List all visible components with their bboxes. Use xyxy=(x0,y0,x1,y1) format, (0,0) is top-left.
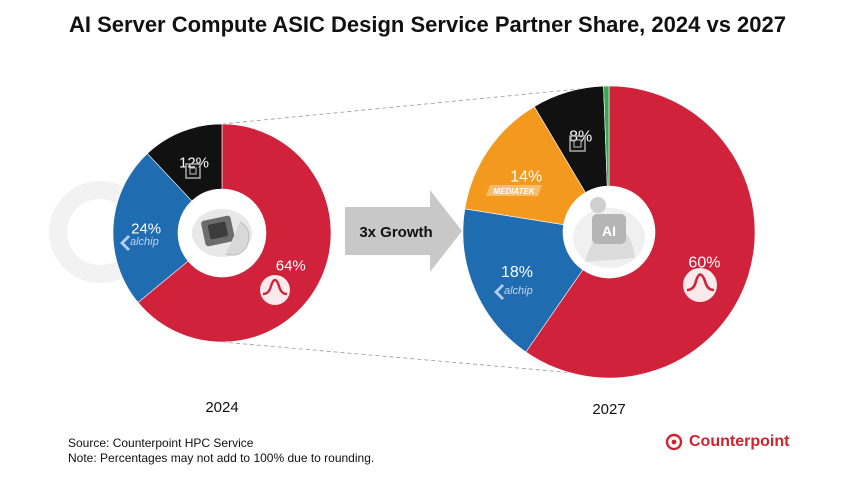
svg-text:alchip: alchip xyxy=(130,236,159,248)
mediatek-logo-icon: MEDIATEK xyxy=(486,185,542,196)
year-label-2024: 2024 xyxy=(205,399,239,416)
slice-label-2027-red-logo: 60% xyxy=(688,254,720,271)
footnote: Source: Counterpoint HPC Service Note: P… xyxy=(68,436,374,466)
broadcom-logo-icon-2024 xyxy=(260,275,290,305)
year-label-2027: 2027 xyxy=(592,401,626,418)
source-note: Source: Counterpoint HPC Service xyxy=(68,436,254,450)
alchip-logo-icon-2027: alchip xyxy=(494,284,533,300)
slice-label-2027-alchip: 18% xyxy=(501,264,533,281)
counterpoint-icon xyxy=(665,433,683,451)
zoom-guide-top xyxy=(221,85,610,125)
zoom-guide-bottom xyxy=(221,341,610,377)
growth-arrow xyxy=(345,190,462,272)
chart-title: AI Server Compute ASIC Design Service Pa… xyxy=(69,12,786,37)
svg-text:MEDIATEK: MEDIATEK xyxy=(493,187,535,196)
svg-text:alchip: alchip xyxy=(504,285,533,297)
slice-label-2024-black-logo: 12% xyxy=(179,155,209,172)
slice-label-2027-mediatek: 14% xyxy=(510,168,542,185)
brand-logo: Counterpoint xyxy=(665,433,789,451)
chip-logo-icon-2024 xyxy=(185,163,201,179)
chip-logo-icon-2027 xyxy=(569,135,586,152)
ai-robot-icon: AI xyxy=(573,197,645,268)
slice-label-2024-alchip: 24% xyxy=(131,220,161,237)
rounding-note: Note: Percentages may not add to 100% du… xyxy=(68,451,375,465)
chip-in-hand-icon xyxy=(192,209,252,257)
slice-label-2027-black-logo: 8% xyxy=(569,129,592,146)
alchip-logo-icon-2024: alchip xyxy=(120,235,159,251)
slice-label-2024-red-logo: 64% xyxy=(276,258,306,275)
brand-name: Counterpoint xyxy=(689,433,790,450)
broadcom-logo-icon-2027 xyxy=(683,268,717,302)
svg-text:AI: AI xyxy=(602,223,616,239)
growth-arrow-label: 3x Growth xyxy=(359,224,432,241)
